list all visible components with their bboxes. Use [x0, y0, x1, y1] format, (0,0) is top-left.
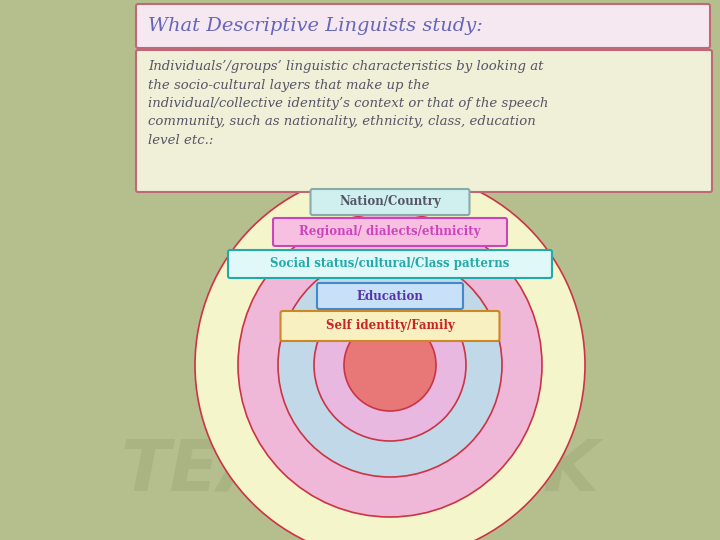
Circle shape	[238, 213, 542, 517]
Circle shape	[195, 170, 585, 540]
Circle shape	[314, 289, 466, 441]
FancyBboxPatch shape	[281, 311, 500, 341]
Circle shape	[344, 319, 436, 411]
FancyBboxPatch shape	[317, 283, 463, 309]
Text: Regional/ dialects/ethnicity: Regional/ dialects/ethnicity	[300, 226, 481, 239]
Text: Self identity/Family: Self identity/Family	[325, 320, 454, 333]
Text: Education: Education	[356, 289, 423, 302]
FancyBboxPatch shape	[136, 4, 710, 48]
Text: Individuals’/groups’ linguistic characteristics by looking at
the socio-cultural: Individuals’/groups’ linguistic characte…	[148, 60, 549, 147]
FancyBboxPatch shape	[136, 50, 712, 192]
FancyBboxPatch shape	[228, 250, 552, 278]
Text: What Descriptive Linguists study:: What Descriptive Linguists study:	[148, 17, 483, 35]
Text: Social status/cultural/Class patterns: Social status/cultural/Class patterns	[270, 258, 510, 271]
FancyBboxPatch shape	[310, 189, 469, 215]
FancyBboxPatch shape	[273, 218, 507, 246]
Text: Nation/Country: Nation/Country	[339, 195, 441, 208]
Circle shape	[278, 253, 502, 477]
Text: TEAMWORK: TEAMWORK	[120, 437, 600, 507]
